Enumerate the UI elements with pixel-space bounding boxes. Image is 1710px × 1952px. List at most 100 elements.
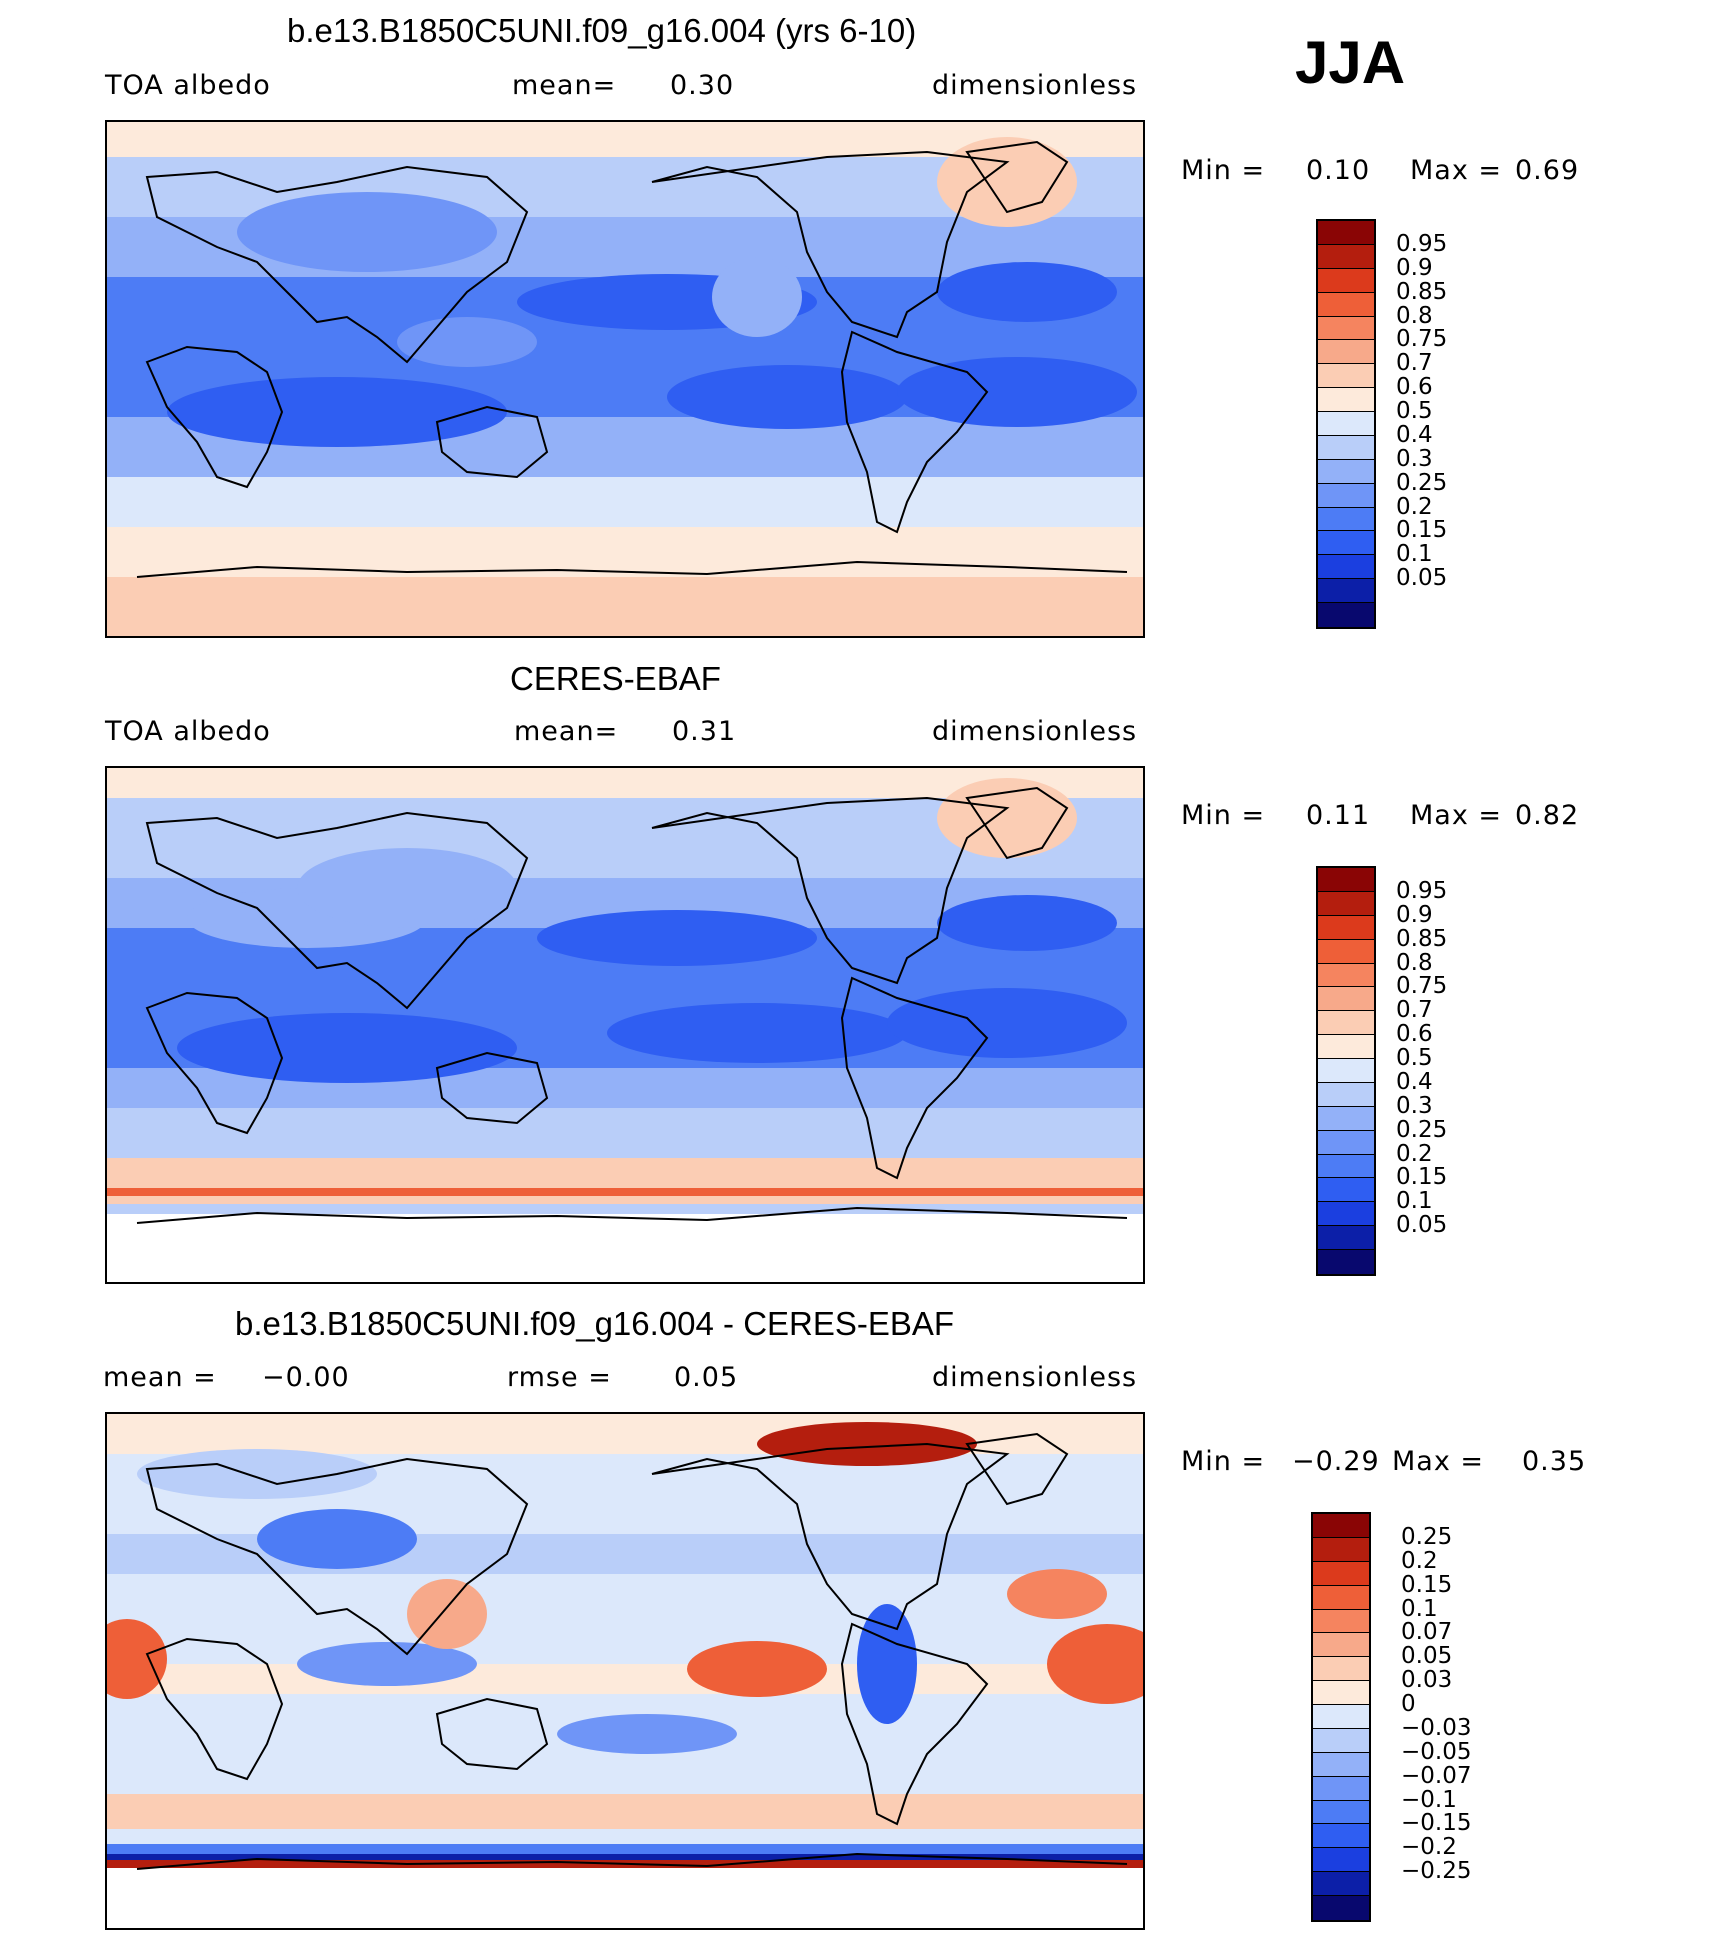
panel3-mean-label: mean = [103, 1362, 217, 1393]
panel2-mean-label: mean= [514, 716, 619, 747]
coastline [435, 405, 549, 479]
coastline [965, 786, 1069, 860]
colorbar-swatch [1313, 1848, 1369, 1873]
colorbar-swatch [1318, 531, 1374, 556]
colorbar-swatch [1318, 483, 1374, 508]
field-region [937, 778, 1077, 858]
season-label: JJA [1295, 29, 1406, 96]
colorbar-tick-label: 0.9 [1396, 254, 1433, 281]
panel2-max-value: 0.82 [1515, 800, 1580, 831]
field-region [897, 357, 1137, 427]
colorbar-swatch [1313, 1585, 1369, 1610]
field-region [607, 1003, 907, 1063]
field-region [537, 910, 817, 966]
colorbar-tick-label: 0.4 [1396, 1068, 1433, 1095]
colorbar-tick-label: 0.1 [1401, 1595, 1438, 1622]
colorbar-tick-label: 0 [1401, 1691, 1416, 1718]
colorbar-swatch [1318, 412, 1374, 436]
colorbar-tick-label: −0.05 [1401, 1738, 1472, 1765]
colorbar-swatch [1318, 915, 1374, 940]
colorbar-swatch [1318, 987, 1374, 1012]
colorbar-swatch [1318, 268, 1374, 293]
colorbar-swatch [1313, 1776, 1369, 1801]
colorbar-tick-label: −0.25 [1401, 1858, 1472, 1885]
colorbar-swatch [1318, 555, 1374, 580]
coastline [145, 165, 529, 364]
field-region [757, 1422, 977, 1466]
colorbar-tick-label: −0.15 [1401, 1810, 1472, 1837]
colorbar-tick-label: 0.95 [1396, 230, 1448, 257]
field-region [137, 1449, 377, 1499]
colorbar-swatch [1318, 1178, 1374, 1203]
field-band [107, 1214, 1143, 1282]
field-region [297, 1642, 477, 1686]
colorbar-tick-label: −0.03 [1401, 1714, 1472, 1741]
panel1-min-label: Min = [1181, 155, 1266, 186]
field-band [107, 1196, 1143, 1204]
colorbar-tick-label: 0.2 [1396, 493, 1433, 520]
field-band [107, 1158, 1143, 1188]
coastline [136, 1206, 1128, 1224]
colorbar-swatch [1313, 1705, 1369, 1729]
panel3-min-value: −0.29 [1292, 1446, 1380, 1477]
panel3-max-value: 0.35 [1522, 1446, 1587, 1477]
field-band [107, 1204, 1143, 1214]
colorbar-tick-label: 0.25 [1401, 1523, 1453, 1550]
map-field [107, 768, 1143, 1282]
colorbar-swatch [1318, 1202, 1374, 1227]
colorbar-tick-label: 0.75 [1396, 326, 1448, 353]
panel3-colorbar [1311, 1512, 1371, 1922]
field-region [887, 988, 1127, 1058]
coastline [435, 1051, 549, 1125]
map-field [107, 1414, 1143, 1928]
field-region [937, 895, 1117, 951]
colorbar-swatch [1313, 1872, 1369, 1896]
field-band [107, 477, 1143, 527]
colorbar-swatch [1318, 364, 1374, 389]
field-region [1047, 1624, 1143, 1704]
colorbar-tick-label: 0.1 [1396, 541, 1433, 568]
panel2-min-value: 0.11 [1306, 800, 1371, 831]
coastline [145, 345, 284, 489]
field-region [937, 262, 1117, 322]
panel1-mean-label: mean= [512, 70, 617, 101]
colorbar-tick-label: 0.15 [1401, 1571, 1453, 1598]
colorbar-tick-label: −0.1 [1401, 1786, 1457, 1813]
colorbar-tick-label: 0.8 [1396, 949, 1433, 976]
colorbar-swatch [1318, 1226, 1374, 1250]
panel3-rmse-value: 0.05 [674, 1362, 739, 1393]
coastline [840, 1622, 989, 1826]
field-region [1007, 1569, 1107, 1619]
colorbar-swatch [1313, 1800, 1369, 1825]
colorbar-tick-label: 0.03 [1401, 1667, 1453, 1694]
colorbar-swatch [1318, 939, 1374, 964]
panel1-max-label: Max = [1410, 155, 1503, 186]
field-region [557, 1714, 737, 1754]
field-band [107, 1854, 1143, 1860]
map-field [107, 122, 1143, 636]
colorbar-tick-label: 0.05 [1396, 565, 1448, 592]
panel1-title: b.e13.B1850C5UNI.f09_g16.004 (yrs 6-10) [287, 12, 917, 49]
colorbar-tick-label: 0.05 [1396, 1212, 1448, 1239]
colorbar-swatch [1318, 244, 1374, 269]
colorbar-tick-label: 0.75 [1396, 973, 1448, 1000]
colorbar-tick-label: 0.07 [1401, 1619, 1453, 1646]
panel2-variable: TOA albedo [105, 716, 271, 747]
coastline [145, 1637, 284, 1781]
coastline [965, 140, 1069, 214]
coastline [136, 1852, 1128, 1870]
panel3-rmse-label: rmse = [507, 1362, 612, 1393]
colorbar-swatch [1318, 1106, 1374, 1131]
field-region [107, 1619, 167, 1699]
colorbar-swatch [1313, 1728, 1369, 1753]
colorbar-tick-label: 0.3 [1396, 445, 1433, 472]
colorbar-tick-label: 0.7 [1396, 350, 1433, 377]
colorbar-tick-label: 0.5 [1396, 398, 1433, 425]
panel2-units: dimensionless [932, 716, 1138, 747]
panel2-min-label: Min = [1181, 800, 1266, 831]
colorbar-swatch [1313, 1561, 1369, 1586]
coastline [840, 976, 989, 1180]
colorbar-swatch [1318, 507, 1374, 532]
colorbar-tick-label: 0.25 [1396, 469, 1448, 496]
colorbar-swatch [1313, 1609, 1369, 1634]
